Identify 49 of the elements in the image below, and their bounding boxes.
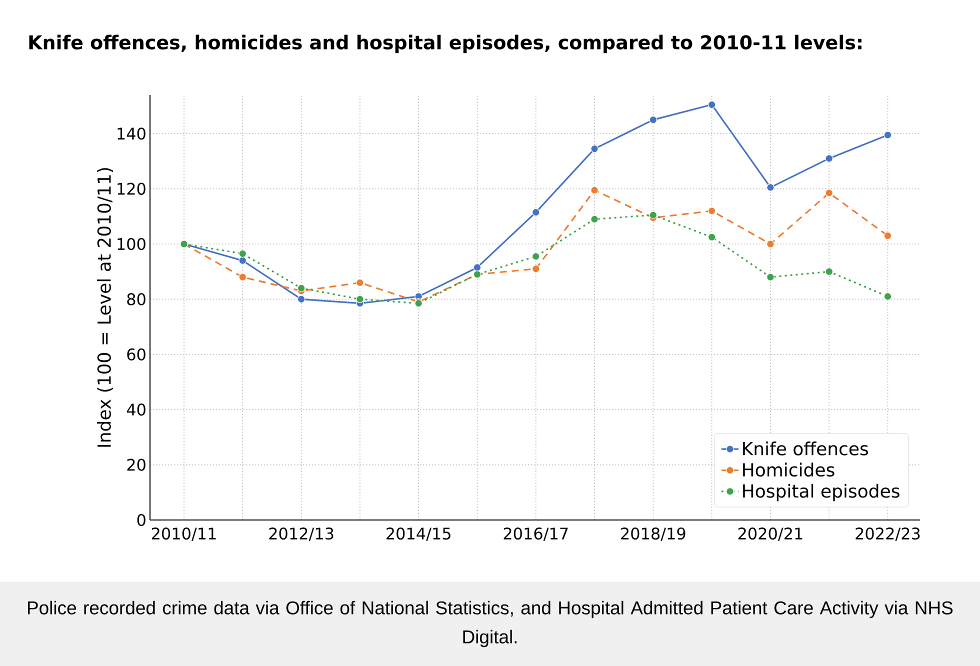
point xyxy=(825,154,833,162)
point xyxy=(708,100,716,109)
point xyxy=(532,252,540,260)
point xyxy=(884,232,892,240)
x-tick-label: 2010/11 xyxy=(152,528,216,541)
point xyxy=(356,295,364,304)
text: Police recorded crime data via Office of National Statistics, and Hospital Admitted Patient Care Activity via NHS Digital. xyxy=(28,600,953,648)
point xyxy=(766,240,774,248)
point xyxy=(884,292,892,300)
y-tick-label: 100 xyxy=(118,238,146,250)
y-tick-label: 140 xyxy=(118,128,146,140)
x-tick-label: 2016/17 xyxy=(504,528,568,541)
legend-label: Homicides xyxy=(743,462,834,477)
y-tick-label: 40 xyxy=(126,404,146,416)
point xyxy=(590,144,598,153)
point xyxy=(238,256,247,264)
point xyxy=(532,264,540,273)
y-tick-label: 60 xyxy=(127,348,146,360)
legend-label: Knife offences xyxy=(743,442,868,456)
point xyxy=(473,264,482,272)
x-tick-label: 2022/23 xyxy=(856,528,920,541)
point xyxy=(708,233,716,242)
point xyxy=(766,184,774,192)
point xyxy=(297,284,306,292)
y-tick-label: 80 xyxy=(127,293,146,306)
legend-label: Hospital episodes xyxy=(743,484,900,502)
point xyxy=(884,131,892,139)
point xyxy=(590,215,598,224)
y-axis-title: Index (100 = Level at 2010/11) xyxy=(97,168,114,447)
point xyxy=(297,295,306,304)
x-tick-label: 2012/13 xyxy=(269,528,334,541)
point xyxy=(590,186,598,194)
point xyxy=(766,273,774,282)
y-tick-label: 20 xyxy=(127,458,146,471)
y-tick-label: 120 xyxy=(118,182,146,195)
chart-title: Knife offences, homicides and hospital episodes, compared to 2010-11 levels: xyxy=(29,34,862,54)
x-tick-label: 2020/21 xyxy=(738,528,802,541)
point xyxy=(825,189,833,197)
y-tick-label: 0 xyxy=(137,514,146,526)
point xyxy=(649,116,658,124)
point xyxy=(238,250,247,258)
point xyxy=(532,208,540,216)
x-tick-label: 2014/15 xyxy=(386,528,450,541)
x-tick-label: 2018/19 xyxy=(621,528,686,541)
point xyxy=(238,273,247,282)
point xyxy=(649,211,658,219)
point xyxy=(708,207,716,215)
point xyxy=(356,278,364,287)
point xyxy=(825,268,833,276)
